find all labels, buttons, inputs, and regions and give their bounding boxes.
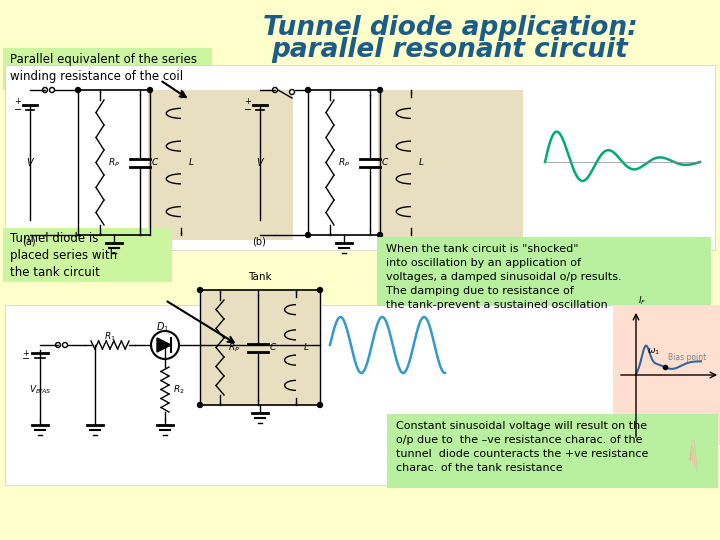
Text: L: L [304, 343, 309, 352]
Text: V: V [257, 158, 264, 167]
Text: Tunnel diode application:: Tunnel diode application: [263, 15, 637, 41]
Circle shape [377, 233, 382, 238]
Text: Constant sinusoidal voltage will result on the
o/p due to  the –ve resistance ch: Constant sinusoidal voltage will result … [396, 421, 649, 473]
Circle shape [197, 402, 202, 408]
Text: $R_P$: $R_P$ [338, 156, 350, 168]
Text: Bias point: Bias point [668, 353, 706, 362]
Text: −: − [244, 105, 252, 115]
Text: Parallel equivalent of the series
winding resistance of the coil: Parallel equivalent of the series windin… [10, 53, 197, 83]
Text: −: − [14, 105, 22, 115]
Text: C: C [270, 343, 276, 352]
Text: C: C [382, 158, 388, 167]
Text: −: − [22, 354, 30, 364]
Text: +: + [22, 348, 30, 357]
Text: Tunnel diode is
placed series with
the tank circuit: Tunnel diode is placed series with the t… [10, 232, 117, 279]
FancyBboxPatch shape [387, 414, 718, 488]
Circle shape [151, 331, 179, 359]
Text: $V_{BIAS}$: $V_{BIAS}$ [29, 384, 51, 396]
Circle shape [42, 87, 48, 92]
Text: L: L [419, 158, 424, 167]
Circle shape [76, 233, 81, 238]
Circle shape [148, 233, 153, 238]
Circle shape [63, 342, 68, 348]
Circle shape [76, 87, 81, 92]
Text: C: C [152, 158, 158, 167]
Circle shape [305, 233, 310, 238]
Circle shape [318, 402, 323, 408]
Text: parallel resonant circuit: parallel resonant circuit [271, 37, 629, 63]
Text: Tank: Tank [248, 272, 272, 282]
Circle shape [289, 90, 294, 94]
Text: L: L [189, 158, 194, 167]
Text: $R_P$: $R_P$ [108, 156, 120, 168]
FancyBboxPatch shape [5, 305, 715, 485]
Text: $I_F$: $I_F$ [638, 294, 647, 307]
Text: $R_2$: $R_2$ [173, 383, 184, 396]
Text: (a): (a) [22, 237, 35, 247]
Text: +: + [245, 98, 251, 106]
Circle shape [55, 342, 60, 348]
FancyBboxPatch shape [5, 65, 715, 250]
Circle shape [148, 87, 153, 92]
Text: $D_1$: $D_1$ [156, 320, 169, 334]
Text: (b): (b) [252, 237, 266, 247]
FancyBboxPatch shape [200, 290, 320, 405]
Circle shape [272, 87, 277, 92]
Circle shape [50, 87, 55, 92]
Polygon shape [157, 338, 171, 352]
Text: $R_P$: $R_P$ [228, 341, 240, 354]
FancyBboxPatch shape [377, 237, 711, 315]
FancyBboxPatch shape [3, 228, 172, 282]
Circle shape [377, 87, 382, 92]
FancyBboxPatch shape [3, 48, 212, 90]
FancyBboxPatch shape [148, 90, 293, 240]
Text: +: + [14, 98, 22, 106]
Text: $\omega_1$: $\omega_1$ [647, 347, 660, 357]
Circle shape [318, 287, 323, 293]
Text: When the tank circuit is "shocked"
into oscillation by an application of
voltage: When the tank circuit is "shocked" into … [386, 244, 621, 310]
Circle shape [305, 87, 310, 92]
Text: V: V [27, 158, 33, 167]
Circle shape [197, 287, 202, 293]
Text: $R_1$: $R_1$ [104, 330, 116, 343]
FancyBboxPatch shape [613, 305, 720, 445]
FancyBboxPatch shape [378, 90, 523, 240]
